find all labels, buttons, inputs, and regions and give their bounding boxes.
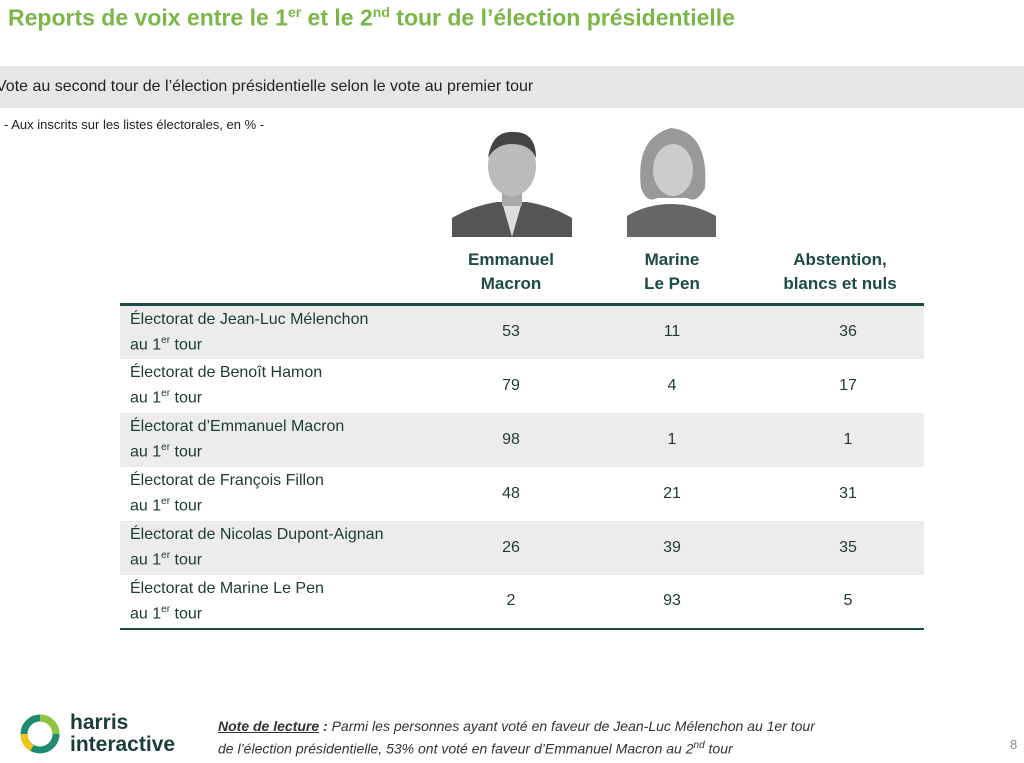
value-cell: 48 (502, 484, 520, 502)
table-row: Électorat de Jean-Luc Mélenchon au 1er to… (120, 304, 924, 359)
value-cell: 21 (663, 484, 681, 502)
le-pen-photo (627, 118, 716, 237)
row-suffix-sup: er (161, 388, 171, 400)
value-cell: 35 (772, 520, 924, 575)
row-suffix: tour (170, 336, 203, 354)
value-cell: 98 (450, 412, 572, 467)
table-row: Électorat de Marine Le Pen au 1er tour 2 93… (120, 575, 924, 629)
vote-transfer-table: Électorat de Jean-Luc Mélenchon au 1er to… (120, 303, 924, 630)
table-row: Électorat de François Fillon au 1er tour 4… (120, 467, 924, 521)
row-suffix: au 1 (130, 336, 162, 354)
value-cell: 93 (663, 592, 681, 609)
row-suffix-sup: er (161, 442, 171, 454)
col-header-line: Le Pen (644, 274, 700, 293)
value-cell: 4 (667, 376, 677, 394)
title-text: tour de l’élection présidentielle (389, 4, 735, 31)
slide-title: Reports de voix entre le 1er et le 2nd t… (8, 4, 735, 32)
row-label-text: Électorat de Jean-Luc Mélenchon (130, 311, 369, 329)
row-suffix-sup: er (161, 496, 171, 508)
table-row: Électorat de Benoît Hamon au 1er tour 79 4 1… (120, 359, 924, 413)
subtitle: - Aux inscrits sur les listes électorale… (4, 117, 265, 132)
note-line: de l’élection présidentielle, 53% ont vo… (218, 740, 694, 757)
row-suffix: au 1 (130, 443, 162, 461)
row-label: Électorat de François Fillon au 1er tour (120, 467, 450, 521)
row-suffix-sup: er (161, 603, 171, 615)
table-row: Électorat d’Emmanuel Macron au 1er tour 98… (120, 412, 924, 467)
row-suffix-sup: er (161, 335, 171, 347)
value-cell: 53 (450, 304, 572, 359)
row-suffix: tour (170, 605, 203, 623)
logo-text: harris (70, 711, 129, 734)
row-label-text: Électorat de Marine Le Pen (130, 579, 324, 597)
harris-logo: harris interactive (18, 712, 175, 756)
value-cell: 17 (839, 376, 857, 394)
row-label: Électorat de Benoît Hamon au 1er tour (120, 359, 450, 413)
col-header-le-pen: Marine Le Pen (612, 248, 732, 296)
row-suffix: au 1 (130, 605, 162, 623)
row-label: Électorat de Jean-Luc Mélenchon au 1er to… (120, 304, 450, 359)
row-label-text: Électorat d’Emmanuel Macron (130, 418, 345, 436)
row-suffix: au 1 (130, 551, 162, 569)
macron-photo (452, 118, 572, 237)
value-cell: 26 (450, 520, 572, 575)
reading-note: Note de lecture : Parmi les personnes ay… (218, 717, 815, 759)
note-label: Note de lecture (218, 718, 320, 734)
value-cell: 31 (839, 484, 857, 502)
value-cell: 1 (772, 412, 924, 467)
row-label-text: Électorat de Benoît Hamon (130, 364, 323, 382)
row-label: Électorat de Marine Le Pen au 1er tour (120, 575, 450, 629)
value-cell: 2 (506, 592, 516, 609)
title-sup: er (287, 4, 302, 20)
note-line: tour (704, 740, 733, 757)
value-cell: 5 (843, 592, 853, 609)
table-row: Électorat de Nicolas Dupont-Aignan au 1er… (120, 520, 924, 575)
note-sup: nd (693, 740, 705, 751)
note-sep: : (319, 718, 332, 734)
row-suffix: tour (170, 551, 203, 569)
question-band: Vote au second tour de l’élection présid… (0, 66, 1024, 108)
row-suffix-sup: er (161, 550, 171, 562)
row-suffix: au 1 (130, 389, 162, 407)
col-header-abstention: Abstention, blancs et nuls (760, 248, 920, 296)
col-header-macron: Emmanuel Macron (451, 248, 571, 296)
page-number: 8 (1010, 737, 1018, 752)
value-cell: 1 (572, 412, 772, 467)
row-suffix: tour (170, 497, 203, 515)
row-label-text: Électorat de Nicolas Dupont-Aignan (130, 526, 384, 544)
col-header-line: Marine (644, 250, 700, 269)
row-label-text: Électorat de François Fillon (130, 472, 324, 490)
title-text: Reports de voix entre le 1 (8, 4, 288, 31)
row-label: Électorat de Nicolas Dupont-Aignan au 1er… (120, 520, 450, 575)
col-header-line: Abstention, (793, 250, 887, 269)
row-suffix: tour (170, 443, 203, 461)
logo-text: interactive (70, 733, 176, 756)
row-suffix: au 1 (130, 497, 162, 515)
value-cell: 39 (572, 520, 772, 575)
col-header-line: Emmanuel (468, 250, 554, 269)
row-suffix: tour (170, 389, 203, 407)
note-line: Parmi les personnes ayant voté en faveur… (331, 718, 815, 734)
value-cell: 36 (772, 304, 924, 359)
title-sup: nd (372, 4, 390, 20)
harris-logo-icon (20, 714, 60, 754)
value-cell: 11 (572, 304, 772, 359)
title-text: et le 2 (301, 4, 373, 31)
col-header-line: Macron (480, 274, 542, 293)
value-cell: 79 (502, 376, 520, 394)
col-header-line: blancs et nuls (783, 274, 897, 293)
row-label: Électorat d’Emmanuel Macron au 1er tour (120, 412, 450, 467)
